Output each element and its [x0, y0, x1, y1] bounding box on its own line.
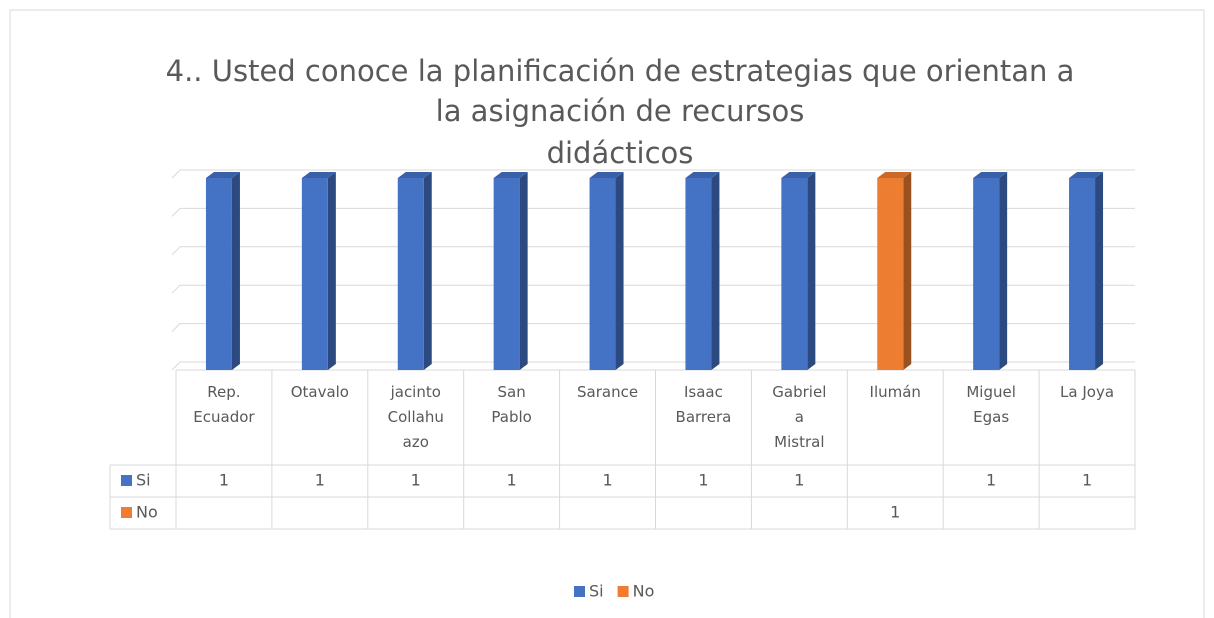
bar-side [231, 172, 240, 370]
bar-front [301, 178, 328, 370]
table-value: 1 [219, 471, 229, 490]
x-tick-label: Isaac Barrera [675, 383, 732, 426]
bar-front [685, 178, 712, 370]
grid-line [171, 246, 1135, 256]
legend-key [617, 586, 629, 597]
table-value: 1 [698, 471, 708, 490]
bar [1069, 172, 1104, 370]
bar [301, 172, 336, 370]
bar-side [519, 172, 528, 370]
bar-side [711, 172, 720, 370]
bar-top [1069, 172, 1104, 178]
table-value: 1 [315, 471, 325, 490]
x-tick-label: Miguel Egas [966, 383, 1016, 426]
table-value: 1 [411, 471, 421, 490]
table-value: 1 [890, 503, 900, 522]
x-tick-label: San Pablo [491, 383, 532, 426]
bar-top [685, 172, 720, 178]
bar [973, 172, 1008, 370]
x-tick-label: Otavalo [290, 383, 349, 401]
legend-label: Si [589, 582, 604, 601]
bar-side [999, 172, 1008, 370]
chart-title: la asignación de recursos [436, 94, 805, 128]
table-series-name: Si [136, 471, 151, 490]
bar-side [615, 172, 624, 370]
bar-front [877, 178, 904, 370]
bar-side [807, 172, 816, 370]
x-tick-label: Ilumán [869, 383, 921, 401]
bar-front [205, 178, 232, 370]
legend-label: No [633, 582, 655, 601]
table-value: 1 [986, 471, 996, 490]
bar-top [397, 172, 432, 178]
x-tick-label: jacinto Collahuazo [387, 383, 444, 451]
table-value: 1 [507, 471, 517, 490]
table-value: 1 [1082, 471, 1092, 490]
bar-top [493, 172, 528, 178]
chart-title: 4.. Usted conoce la planificación de est… [166, 54, 1075, 88]
bar [397, 172, 432, 370]
bar [493, 172, 528, 370]
bar-top [781, 172, 816, 178]
bar [781, 172, 816, 370]
legend-key [121, 507, 132, 518]
bar-front [493, 178, 520, 370]
bar [205, 172, 240, 370]
bar-front [1069, 178, 1096, 370]
table-value: 1 [794, 471, 804, 490]
grid-line [171, 323, 1135, 332]
bar-top [973, 172, 1008, 178]
bar-top [589, 172, 624, 178]
grid-line [171, 169, 1135, 179]
bar [877, 172, 912, 370]
bar-side [903, 172, 912, 370]
bar-top [301, 172, 336, 178]
bar-front [589, 178, 616, 370]
grid-line [171, 361, 1135, 371]
grid-line [171, 207, 1135, 217]
bar-side [423, 172, 432, 370]
x-tick-label: Sarance [577, 383, 639, 401]
bar-side [1095, 172, 1104, 370]
bar [685, 172, 720, 370]
legend-key [121, 475, 132, 486]
bar [589, 172, 624, 370]
table-series-name: No [136, 503, 158, 522]
bar-front [781, 178, 808, 370]
chart-title: didácticos [547, 136, 694, 170]
x-tick-label: La Joya [1060, 383, 1115, 401]
table-value: 1 [602, 471, 612, 490]
x-tick-label: Gabriela Mistral [772, 383, 827, 451]
bar-top [877, 172, 912, 178]
bar-front [973, 178, 1000, 370]
bar-top [205, 172, 240, 178]
bar-side [327, 172, 336, 370]
grid-line [171, 284, 1135, 294]
bar-front [397, 178, 424, 370]
legend-key [574, 586, 585, 597]
x-tick-label: Rep. Ecuador [193, 383, 255, 426]
